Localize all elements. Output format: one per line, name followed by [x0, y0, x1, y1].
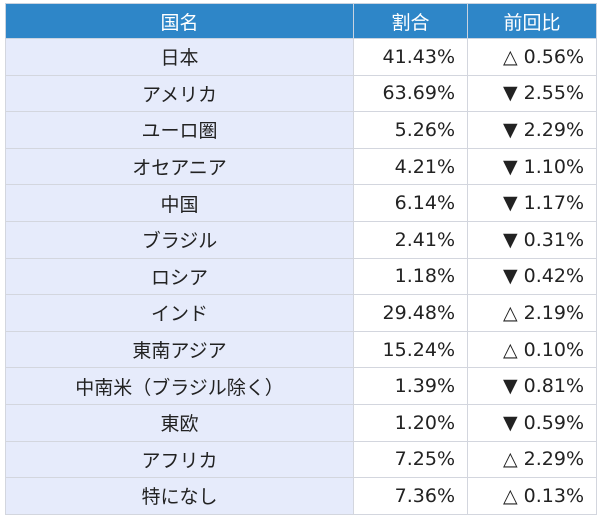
- table-row: アフリカ 7.25% △ 2.29%: [5, 440, 597, 479]
- share-cell: 1.20%: [353, 403, 468, 442]
- change-cell: ▼ 2.29%: [467, 111, 597, 149]
- country-cell: 中国: [5, 184, 354, 222]
- header-row: 国名 割合 前回比: [5, 3, 597, 39]
- share-cell: 63.69%: [353, 74, 468, 113]
- country-cell: 日本: [5, 38, 354, 76]
- change-cell: ▼ 0.81%: [467, 367, 597, 405]
- change-cell: △ 0.56%: [467, 38, 597, 76]
- country-cell: ブラジル: [5, 220, 354, 259]
- header-country: 国名: [5, 3, 354, 39]
- table-row: 東南アジア 15.24% △ 0.10%: [5, 330, 597, 369]
- share-cell: 4.21%: [353, 147, 468, 186]
- share-cell: 6.14%: [353, 184, 468, 222]
- share-cell: 1.39%: [353, 367, 468, 405]
- change-cell: △ 0.10%: [467, 330, 597, 369]
- share-cell: 7.36%: [353, 477, 468, 515]
- table-row: ブラジル 2.41% ▼ 0.31%: [5, 220, 597, 259]
- change-cell: ▼ 1.17%: [467, 184, 597, 222]
- country-cell: 特になし: [5, 477, 354, 515]
- country-cell: アフリカ: [5, 440, 354, 479]
- header-share: 割合: [353, 3, 468, 39]
- change-cell: ▼ 1.10%: [467, 147, 597, 186]
- table-row: インド 29.48% △ 2.19%: [5, 294, 597, 332]
- share-cell: 1.18%: [353, 257, 468, 296]
- region-share-table: 国名 割合 前回比 日本 41.43% △ 0.56% アメリカ 63.69% ▼ 2.5…: [5, 3, 597, 515]
- change-cell: ▼ 0.42%: [467, 257, 597, 296]
- change-cell: ▼ 2.55%: [467, 74, 597, 113]
- change-cell: ▼ 0.59%: [467, 403, 597, 442]
- share-cell: 15.24%: [353, 330, 468, 369]
- country-cell: ユーロ圏: [5, 111, 354, 149]
- country-cell: オセアニア: [5, 147, 354, 186]
- table-row: 特になし 7.36% △ 0.13%: [5, 477, 597, 515]
- table-row: 東欧 1.20% ▼ 0.59%: [5, 403, 597, 442]
- share-cell: 7.25%: [353, 440, 468, 479]
- change-cell: ▼ 0.31%: [467, 220, 597, 259]
- header-change: 前回比: [467, 3, 597, 39]
- table-row: 中南米（ブラジル除く） 1.39% ▼ 0.81%: [5, 367, 597, 405]
- table-row: アメリカ 63.69% ▼ 2.55%: [5, 74, 597, 113]
- table-row: オセアニア 4.21% ▼ 1.10%: [5, 147, 597, 186]
- country-cell: 東欧: [5, 403, 354, 442]
- change-cell: △ 2.19%: [467, 294, 597, 332]
- country-cell: 東南アジア: [5, 330, 354, 369]
- table-row: ロシア 1.18% ▼ 0.42%: [5, 257, 597, 296]
- share-cell: 2.41%: [353, 220, 468, 259]
- table-row: 中国 6.14% ▼ 1.17%: [5, 184, 597, 222]
- table-row: 日本 41.43% △ 0.56%: [5, 38, 597, 76]
- country-cell: 中南米（ブラジル除く）: [5, 367, 354, 405]
- change-cell: △ 0.13%: [467, 477, 597, 515]
- country-cell: インド: [5, 294, 354, 332]
- change-cell: △ 2.29%: [467, 440, 597, 479]
- table-row: ユーロ圏 5.26% ▼ 2.29%: [5, 111, 597, 149]
- share-cell: 5.26%: [353, 111, 468, 149]
- country-cell: アメリカ: [5, 74, 354, 113]
- share-cell: 29.48%: [353, 294, 468, 332]
- share-cell: 41.43%: [353, 38, 468, 76]
- country-cell: ロシア: [5, 257, 354, 296]
